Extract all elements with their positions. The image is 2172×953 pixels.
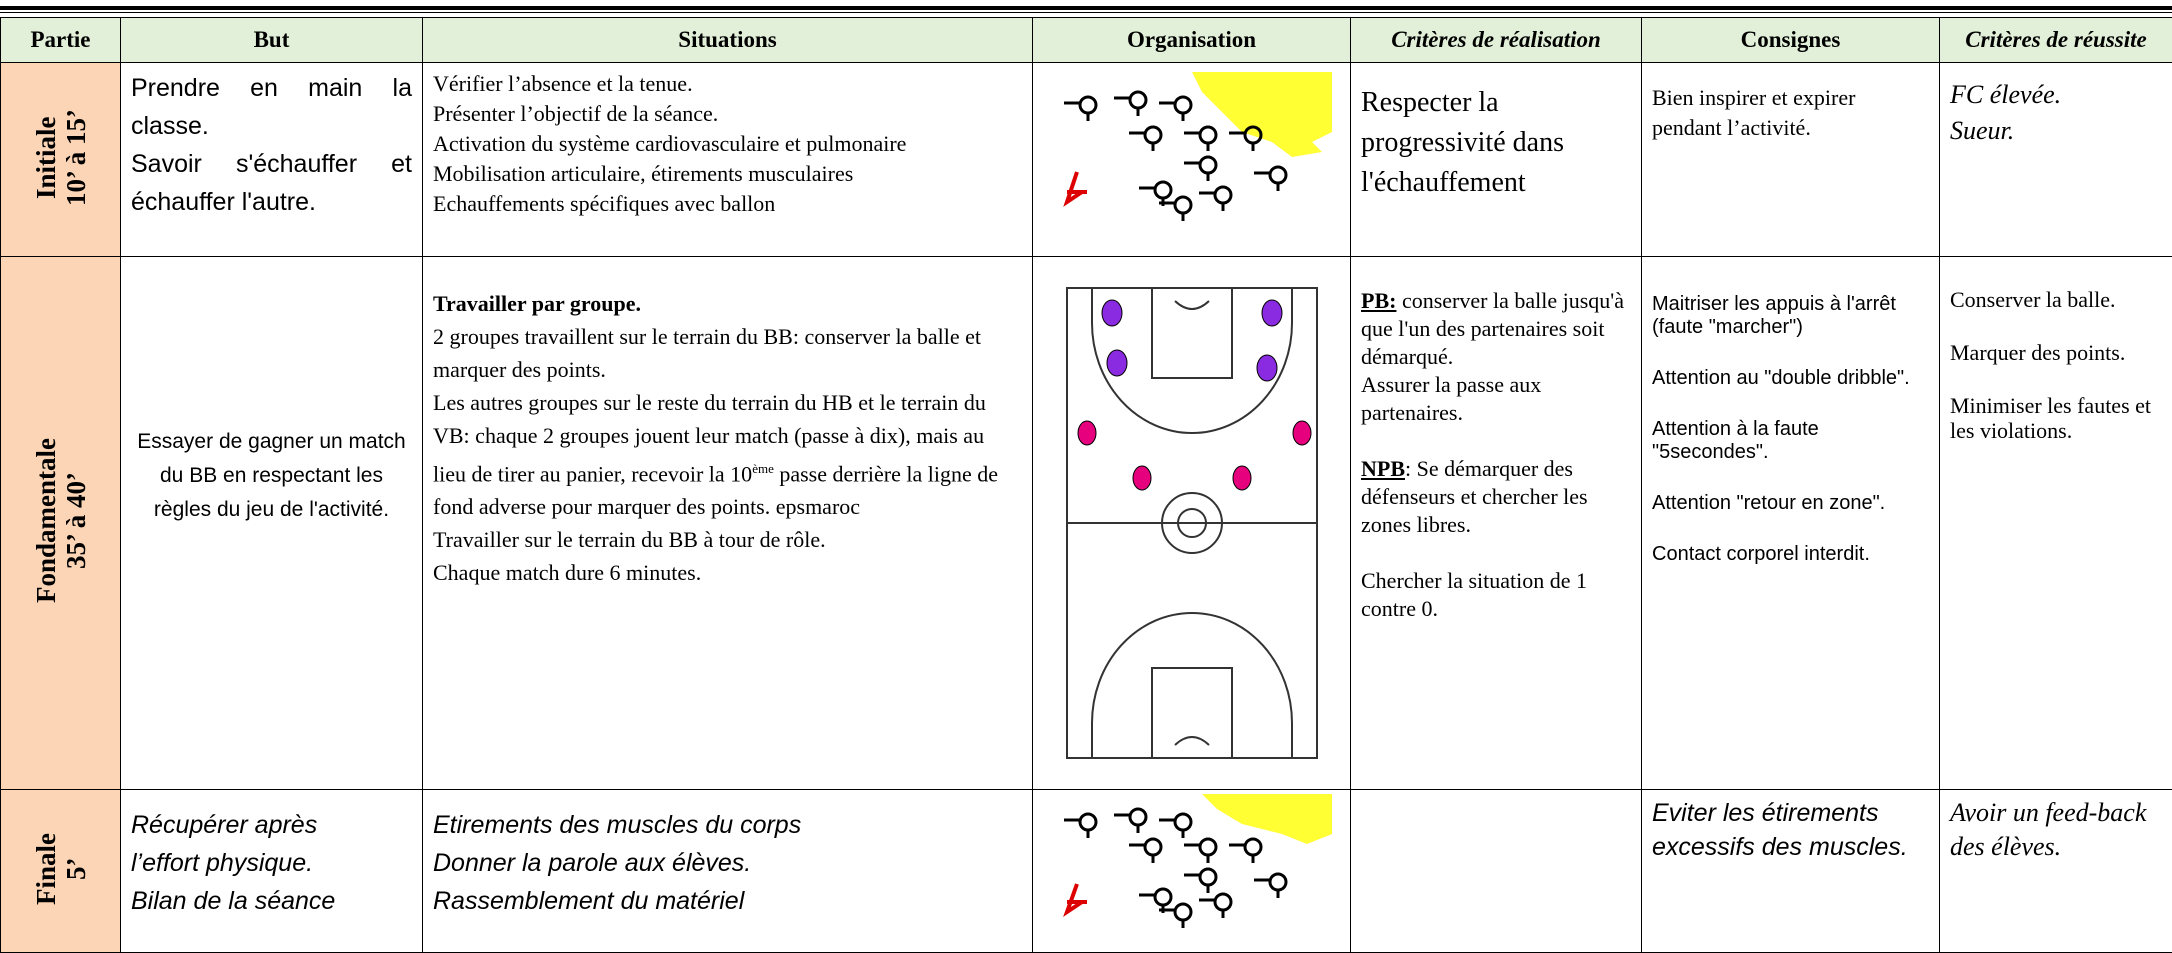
text: Essayer de gagner un match du BB en resp…	[131, 425, 412, 527]
text: PB: conserver la balle jusqu'à que l'un …	[1361, 287, 1631, 427]
text: Sueur.	[1950, 113, 2162, 149]
phase: Initiale	[31, 109, 61, 206]
text: l’effort physique.	[131, 844, 412, 882]
text: Rassemblement du matériel	[433, 882, 1022, 920]
text: FC élevée.	[1950, 77, 2162, 113]
text: Attention à la faute "5secondes".	[1652, 418, 1929, 464]
reussite-cell: Conserver la balle. Marquer des points. …	[1940, 257, 2172, 790]
text: Avoir un feed-back des élèves.	[1950, 796, 2162, 864]
text: Les autres groupes sur le reste du terra…	[433, 386, 1022, 523]
text: Maitriser les appuis à l'arrêt (faute "m…	[1652, 293, 1929, 339]
text: Travailler par groupe.	[433, 287, 1022, 320]
text: Marquer des points.	[1950, 340, 2162, 365]
lesson-table: Partie But Situations Organisation Critè…	[0, 17, 2172, 953]
rule	[0, 12, 2172, 13]
court-diagram	[1047, 283, 1337, 768]
situations-cell: Vérifier l’absence et la tenue. Présente…	[423, 63, 1033, 257]
text: Echauffements spécifiques avec ballon	[433, 189, 1022, 219]
text: Bilan de la séance	[131, 882, 412, 920]
text: Mobilisation articulaire, étirements mus…	[433, 159, 1022, 189]
consignes-cell: Eviter les étirements excessifs des musc…	[1642, 790, 1940, 953]
organisation-cell	[1033, 790, 1351, 953]
text: Travailler sur le terrain du BB à tour d…	[433, 523, 1022, 556]
header-cell: Critères de réussite	[1940, 18, 2172, 63]
text: NPB: Se démarquer des défenseurs et cher…	[1361, 455, 1631, 539]
text: Chercher la situation de 1 contre 0.	[1361, 567, 1631, 623]
text: conserver la balle jusqu'à que l'un des …	[1361, 288, 1624, 369]
text: Respecter la progressivité dans l'échauf…	[1361, 83, 1631, 203]
text: Eviter les étirements excessifs des musc…	[1652, 796, 1929, 864]
text: Récupérer après	[131, 806, 412, 844]
text: Prendre en main la classe.	[131, 69, 412, 145]
but-cell: Prendre en main la classe.Savoir s'échau…	[121, 63, 423, 257]
header-cell: Organisation	[1033, 18, 1351, 63]
text: Bien inspirer et expirer pendant l’activ…	[1652, 83, 1929, 143]
text: Etirements des muscles du corps	[433, 806, 1022, 844]
text: Attention au "double dribble".	[1652, 367, 1929, 390]
realisation-cell: PB: conserver la balle jusqu'à que l'un …	[1351, 257, 1642, 790]
realisation-cell: Respecter la progressivité dans l'échauf…	[1351, 63, 1642, 257]
header-cell: Situations	[423, 18, 1033, 63]
duration: 5’	[61, 833, 91, 905]
reussite-cell: Avoir un feed-back des élèves.	[1940, 790, 2172, 953]
reussite-cell: FC élevée.Sueur.	[1940, 63, 2172, 257]
phase: Fondamentale	[31, 438, 61, 603]
duration: 35’ à 40’	[61, 438, 91, 603]
situations-cell: Travailler par groupe. 2 groupes travail…	[423, 257, 1033, 790]
duration: 10’ à 15’	[61, 109, 91, 206]
but-cell: Essayer de gagner un match du BB en resp…	[121, 257, 423, 790]
cooldown-diagram	[1042, 794, 1342, 944]
label: NPB	[1361, 456, 1405, 481]
label: PB:	[1361, 288, 1396, 313]
consignes-cell: Maitriser les appuis à l'arrêt (faute "m…	[1642, 257, 1940, 790]
header-row: Partie But Situations Organisation Critè…	[1, 18, 2172, 63]
phase: Finale	[31, 833, 61, 905]
text: Attention "retour en zone".	[1652, 492, 1929, 515]
realisation-cell	[1351, 790, 1642, 953]
warmup-diagram	[1042, 72, 1342, 242]
organisation-cell	[1033, 63, 1351, 257]
text: Savoir s'échauffer et échauffer l'autre.	[131, 145, 412, 221]
header-cell: Partie	[1, 18, 121, 63]
rule	[0, 6, 2172, 10]
superscript: ème	[752, 461, 774, 476]
header-cell: But	[121, 18, 423, 63]
text: Activation du système cardiovasculaire e…	[433, 129, 1022, 159]
header-cell: Critères de réalisation	[1351, 18, 1642, 63]
consignes-cell: Bien inspirer et expirer pendant l’activ…	[1642, 63, 1940, 257]
text: Contact corporel interdit.	[1652, 543, 1929, 566]
text: Minimiser les fautes et les violations.	[1950, 393, 2162, 443]
header-cell: Consignes	[1642, 18, 1940, 63]
text: Chaque match dure 6 minutes.	[433, 556, 1022, 589]
text: 2 groupes travaillent sur le terrain du …	[433, 320, 1022, 386]
organisation-cell	[1033, 257, 1351, 790]
text: Conserver la balle.	[1950, 287, 2162, 312]
text: Présenter l’objectif de la séance.	[433, 99, 1022, 129]
text: Donner la parole aux élèves.	[433, 844, 1022, 882]
text: Assurer la passe aux partenaires.	[1361, 372, 1541, 425]
text: Vérifier l’absence et la tenue.	[433, 69, 1022, 99]
